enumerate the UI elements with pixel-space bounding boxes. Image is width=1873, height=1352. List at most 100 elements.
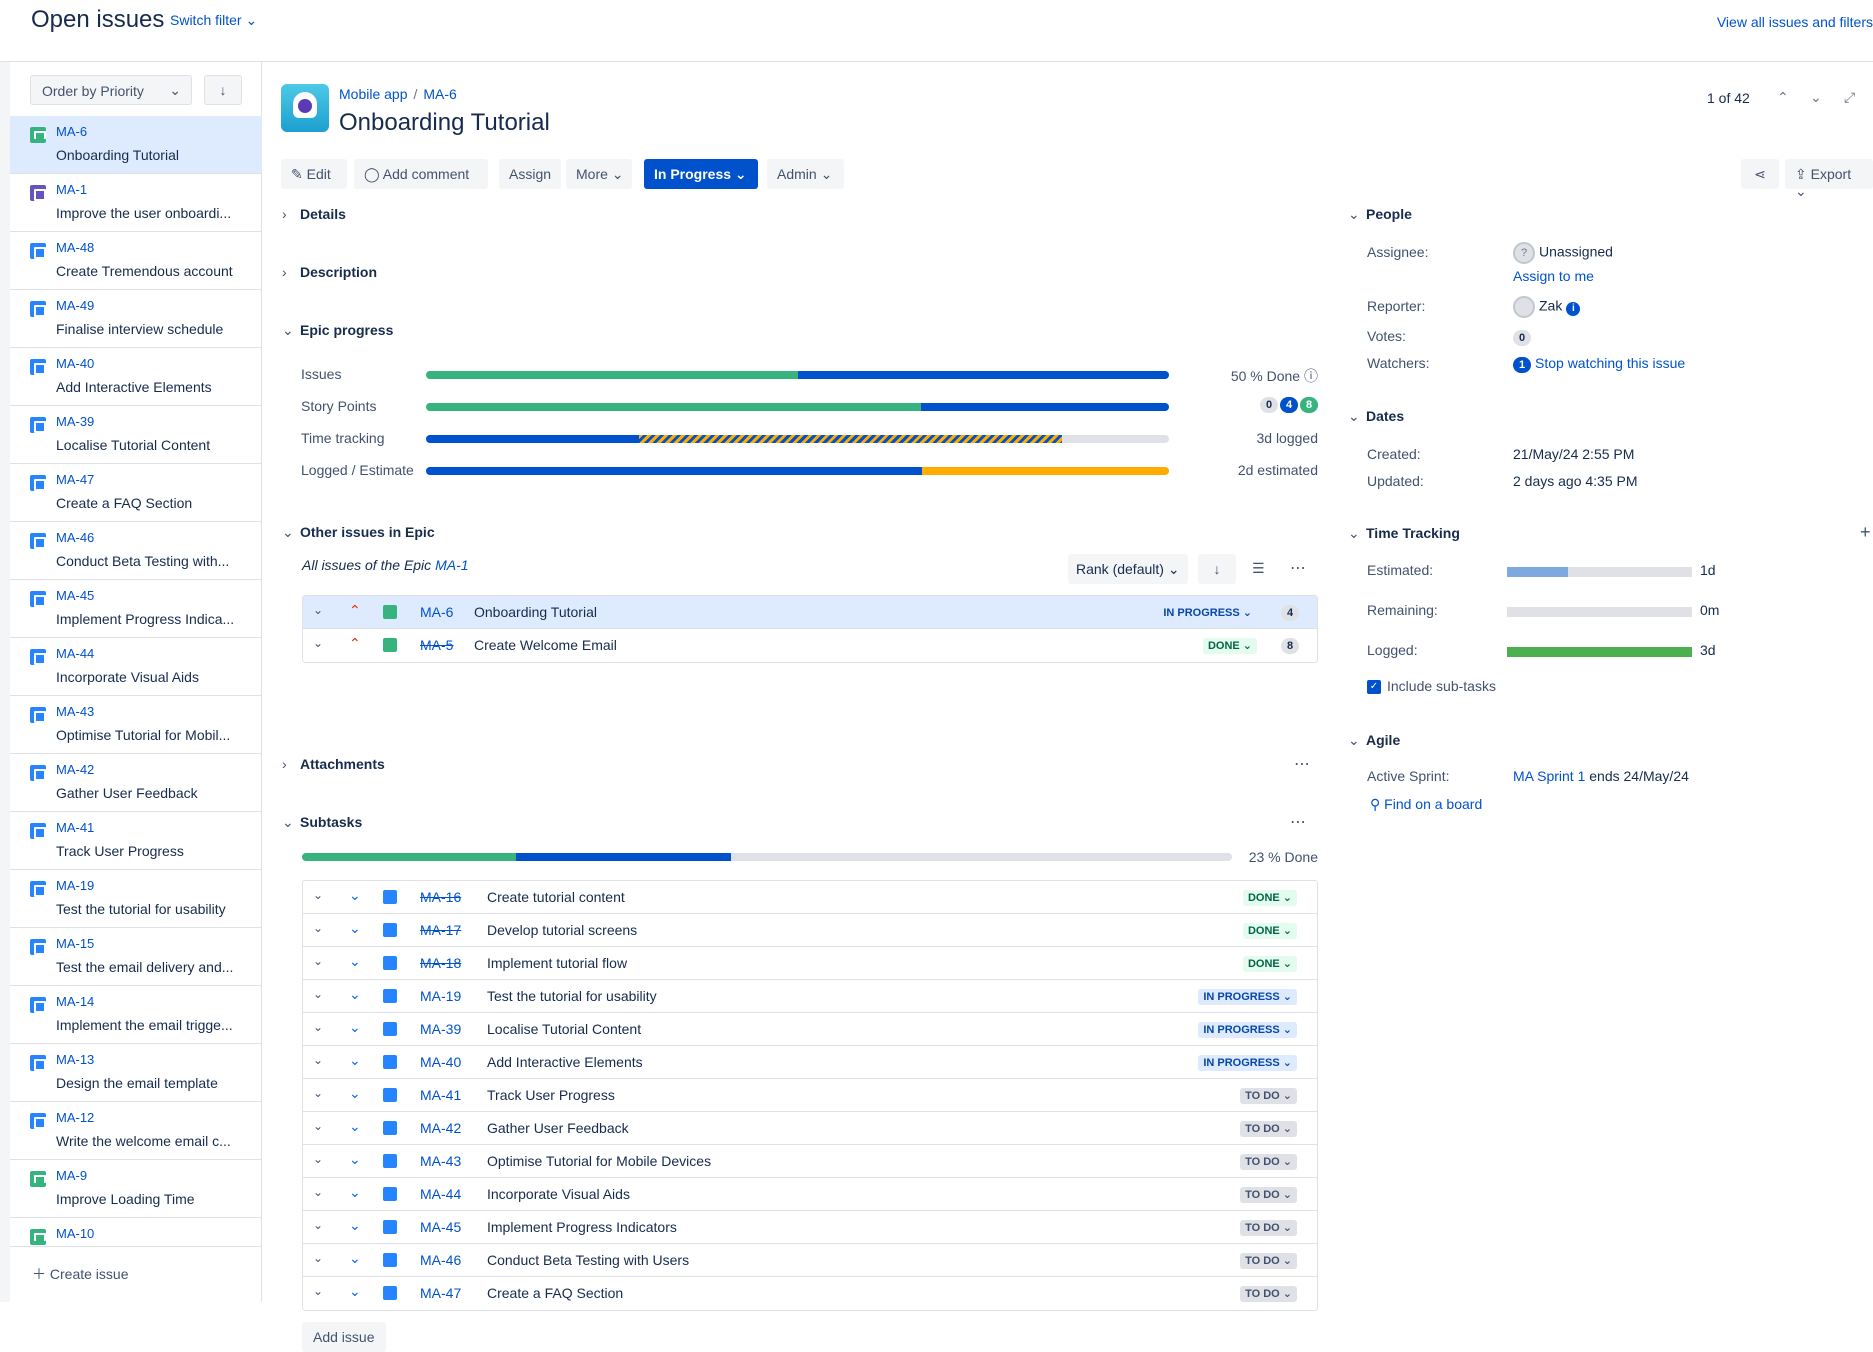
admin-button[interactable]: Admin ⌄ [767, 159, 844, 189]
section-other-issues[interactable]: ⌄ Other issues in Epic [282, 524, 435, 540]
sidebar-issue-item[interactable]: MA-12 Write the welcome email c... [10, 1102, 262, 1160]
issue-key[interactable]: MA-42 [56, 762, 95, 777]
status-lozenge[interactable]: DONE ⌄ [1242, 956, 1297, 972]
status-lozenge[interactable]: TO DO ⌄ [1240, 1253, 1297, 1269]
table-row[interactable]: ⌄ ⌄ MA-18 Implement tutorial flow DONE ⌄ [303, 947, 1317, 980]
issue-key[interactable]: MA-10 [56, 1226, 95, 1241]
sidebar-issue-item[interactable]: MA-1 Improve the user onboardi... [10, 174, 262, 232]
sidebar-issue-item[interactable]: MA-40 Add Interactive Elements [10, 348, 262, 406]
status-lozenge[interactable]: DONE ⌄ [1242, 890, 1297, 906]
table-row[interactable]: ⌄ ⌃ MA-5 Create Welcome Email DONE ⌄ 8 [303, 629, 1317, 662]
create-issue-button[interactable]: ＋ Create issue [10, 1246, 262, 1302]
sidebar-issue-item[interactable]: MA-19 Test the tutorial for usability [10, 870, 262, 928]
issue-key[interactable]: MA-19 [420, 988, 462, 1004]
watchers-value[interactable]: 1 Stop watching this issue [1513, 355, 1685, 373]
issue-key[interactable]: MA-1 [56, 182, 88, 197]
rank-sort-button[interactable]: ↓ [1198, 554, 1236, 584]
issue-key[interactable]: MA-19 [56, 878, 95, 893]
status-lozenge[interactable]: DONE ⌄ [1242, 923, 1297, 939]
chevron-down-icon[interactable]: ⌄ [313, 603, 324, 617]
issue-key[interactable]: MA-47 [420, 1285, 462, 1301]
issue-key[interactable]: MA-41 [420, 1087, 462, 1103]
add-issue-button[interactable]: Add issue [302, 1322, 386, 1352]
sidebar-issue-item[interactable]: MA-41 Track User Progress [10, 812, 262, 870]
sidebar-issue-item[interactable]: MA-49 Finalise interview schedule [10, 290, 262, 348]
expand-icon[interactable]: ⤢ [1844, 89, 1856, 105]
sidebar-issue-item[interactable]: MA-44 Incorporate Visual Aids [10, 638, 262, 696]
more-button[interactable]: More ⌄ [566, 159, 632, 189]
people-section[interactable]: ⌄ People [1348, 206, 1412, 222]
status-lozenge[interactable]: TO DO ⌄ [1240, 1088, 1297, 1104]
status-lozenge[interactable]: IN PROGRESS ⌄ [1158, 605, 1257, 621]
chevron-down-icon[interactable]: ⌄ [313, 1218, 324, 1232]
agile-section[interactable]: ⌄ Agile [1348, 732, 1401, 748]
chevron-down-icon[interactable]: ⌄ [313, 636, 324, 650]
issue-key[interactable]: MA-40 [56, 356, 95, 371]
issue-key[interactable]: MA-39 [420, 1021, 462, 1037]
status-lozenge[interactable]: IN PROGRESS ⌄ [1198, 1022, 1297, 1038]
issue-key[interactable]: MA-42 [420, 1120, 462, 1136]
sidebar-issue-item[interactable]: MA-6 Onboarding Tutorial [10, 116, 262, 174]
section-description[interactable]: › Description [282, 264, 378, 280]
sort-direction-button[interactable]: ↓ [204, 75, 242, 105]
issue-key[interactable]: MA-45 [56, 588, 95, 603]
table-row[interactable]: ⌄ ⌄ MA-45 Implement Progress Indicators TO D… [303, 1211, 1317, 1244]
view-all-issues-link[interactable]: View all issues and filters [1716, 14, 1873, 30]
status-lozenge[interactable]: TO DO ⌄ [1240, 1286, 1297, 1302]
issue-key[interactable]: MA-41 [56, 820, 95, 835]
dates-section[interactable]: ⌄ Dates [1348, 408, 1405, 424]
status-lozenge[interactable]: TO DO ⌄ [1240, 1220, 1297, 1236]
chevron-down-icon[interactable]: ⌄ [1810, 89, 1822, 105]
rank-dropdown[interactable]: Rank (default) ⌄ [1068, 554, 1188, 584]
issue-key[interactable]: MA-40 [420, 1054, 462, 1070]
chevron-down-icon[interactable]: ⌄ [313, 987, 324, 1001]
order-by-dropdown[interactable]: Order by Priority ⌄ [30, 75, 192, 105]
table-row[interactable]: ⌄ ⌄ MA-46 Conduct Beta Testing with Users TO… [303, 1244, 1317, 1277]
issue-key[interactable]: MA-49 [56, 298, 95, 313]
issue-key[interactable]: MA-44 [56, 646, 95, 661]
chevron-down-icon[interactable]: ⌄ [313, 1284, 324, 1298]
section-details[interactable]: › Details [282, 206, 346, 222]
table-row[interactable]: ⌄ ⌄ MA-42 Gather User Feedback TO DO ⌄ [303, 1112, 1317, 1145]
chevron-down-icon[interactable]: ⌄ [313, 888, 324, 902]
issue-key[interactable]: MA-48 [56, 240, 95, 255]
table-row[interactable]: ⌄ ⌄ MA-43 Optimise Tutorial for Mobile Devi… [303, 1145, 1317, 1178]
table-row[interactable]: ⌄ ⌄ MA-40 Add Interactive Elements IN PROGRE… [303, 1046, 1317, 1079]
issue-key[interactable]: MA-5 [420, 637, 454, 653]
status-lozenge[interactable]: IN PROGRESS ⌄ [1198, 989, 1297, 1005]
sidebar-issue-item[interactable]: MA-45 Implement Progress Indica... [10, 580, 262, 638]
sidebar-issue-item[interactable]: MA-9 Improve Loading Time [10, 1160, 262, 1218]
table-row[interactable]: ⌄ ⌄ MA-39 Localise Tutorial Content IN PROGR… [303, 1013, 1317, 1046]
table-row[interactable]: ⌄ ⌄ MA-47 Create a FAQ Section TO DO ⌄ [303, 1277, 1317, 1310]
sidebar-issue-item[interactable]: MA-15 Test the email delivery and... [10, 928, 262, 986]
chevron-down-icon[interactable]: ⌄ [313, 1020, 324, 1034]
section-epic-progress[interactable]: ⌄ Epic progress [282, 322, 394, 338]
time-tracking-section[interactable]: ⌄ Time Tracking [1348, 525, 1460, 541]
more-options-icon[interactable]: ⋯ [1290, 560, 1307, 577]
sidebar-issue-item[interactable]: MA-48 Create Tremendous account [10, 232, 262, 290]
export-button[interactable]: ⇪ Export ⌄ [1785, 159, 1873, 199]
status-lozenge[interactable]: IN PROGRESS ⌄ [1198, 1055, 1297, 1071]
chevron-up-icon[interactable]: ⌃ [1777, 89, 1789, 105]
issue-key[interactable]: MA-18 [420, 955, 462, 971]
section-subtasks[interactable]: ⌄ Subtasks [282, 814, 363, 830]
table-row[interactable]: ⌄ ⌃ MA-6 Onboarding Tutorial IN PROGRESS ⌄ 4 [303, 596, 1317, 629]
table-row[interactable]: ⌄ ⌄ MA-16 Create tutorial content DONE ⌄ [303, 881, 1317, 914]
issue-key[interactable]: MA-46 [420, 1252, 462, 1268]
chevron-down-icon[interactable]: ⌄ [313, 1152, 324, 1166]
sidebar-issue-item[interactable]: MA-46 Conduct Beta Testing with... [10, 522, 262, 580]
stop-watching-link[interactable]: Stop watching this issue [1535, 355, 1686, 371]
sidebar-issue-item[interactable]: MA-13 Design the email template [10, 1044, 262, 1102]
issue-key[interactable]: MA-47 [56, 472, 95, 487]
status-lozenge[interactable]: DONE ⌄ [1202, 638, 1257, 654]
add-time-icon[interactable]: + [1860, 522, 1871, 542]
info-icon[interactable]: ⓘ [1304, 368, 1318, 384]
issue-key[interactable]: MA-15 [56, 936, 95, 951]
chevron-down-icon[interactable]: ⌄ [313, 1053, 324, 1067]
add-comment-button[interactable]: ◯ Add comment [354, 159, 488, 189]
issue-key[interactable]: MA-14 [56, 994, 95, 1009]
subtasks-more-icon[interactable]: ⋯ [1290, 814, 1307, 831]
issue-key[interactable]: MA-13 [56, 1052, 95, 1067]
votes-value[interactable]: 0 [1513, 328, 1531, 346]
issue-key[interactable]: MA-6 [56, 124, 88, 139]
